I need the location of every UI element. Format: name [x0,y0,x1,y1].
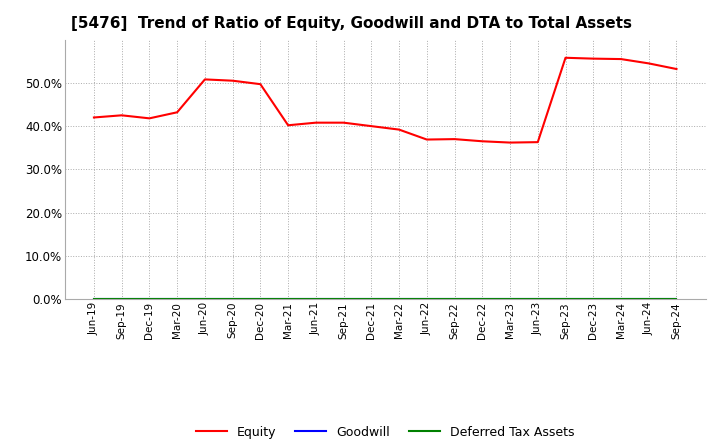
Deferred Tax Assets [589,297,598,302]
Goodwill [450,297,459,302]
Deferred Tax Assets [173,297,181,302]
Equity [173,110,181,115]
Deferred Tax Assets [505,297,514,302]
Goodwill [173,297,181,302]
Equity [450,136,459,142]
Equity [201,77,210,82]
Deferred Tax Assets [561,297,570,302]
Goodwill [672,297,681,302]
Equity [589,56,598,61]
Deferred Tax Assets [644,297,653,302]
Deferred Tax Assets [367,297,376,302]
Line: Equity: Equity [94,58,677,143]
Equity [284,123,292,128]
Equity [616,56,625,62]
Equity [312,120,320,125]
Equity [89,115,98,120]
Equity [672,66,681,72]
Equity [367,124,376,129]
Deferred Tax Assets [89,297,98,302]
Goodwill [395,297,403,302]
Deferred Tax Assets [534,297,542,302]
Goodwill [89,297,98,302]
Goodwill [256,297,265,302]
Equity [561,55,570,60]
Equity [395,127,403,132]
Text: [5476]  Trend of Ratio of Equity, Goodwill and DTA to Total Assets: [5476] Trend of Ratio of Equity, Goodwil… [71,16,632,32]
Goodwill [117,297,126,302]
Goodwill [145,297,154,302]
Goodwill [339,297,348,302]
Goodwill [201,297,210,302]
Goodwill [616,297,625,302]
Goodwill [505,297,514,302]
Deferred Tax Assets [450,297,459,302]
Goodwill [534,297,542,302]
Deferred Tax Assets [478,297,487,302]
Deferred Tax Assets [284,297,292,302]
Goodwill [367,297,376,302]
Deferred Tax Assets [228,297,237,302]
Deferred Tax Assets [256,297,265,302]
Equity [505,140,514,145]
Deferred Tax Assets [117,297,126,302]
Goodwill [228,297,237,302]
Equity [534,139,542,145]
Equity [256,81,265,87]
Goodwill [284,297,292,302]
Deferred Tax Assets [423,297,431,302]
Goodwill [312,297,320,302]
Goodwill [423,297,431,302]
Equity [644,61,653,66]
Goodwill [561,297,570,302]
Deferred Tax Assets [616,297,625,302]
Deferred Tax Assets [145,297,154,302]
Goodwill [478,297,487,302]
Goodwill [589,297,598,302]
Goodwill [644,297,653,302]
Legend: Equity, Goodwill, Deferred Tax Assets: Equity, Goodwill, Deferred Tax Assets [191,421,580,440]
Deferred Tax Assets [672,297,681,302]
Equity [423,137,431,142]
Equity [145,116,154,121]
Equity [478,139,487,144]
Equity [228,78,237,83]
Equity [339,120,348,125]
Deferred Tax Assets [312,297,320,302]
Equity [117,113,126,118]
Deferred Tax Assets [201,297,210,302]
Deferred Tax Assets [339,297,348,302]
Deferred Tax Assets [395,297,403,302]
